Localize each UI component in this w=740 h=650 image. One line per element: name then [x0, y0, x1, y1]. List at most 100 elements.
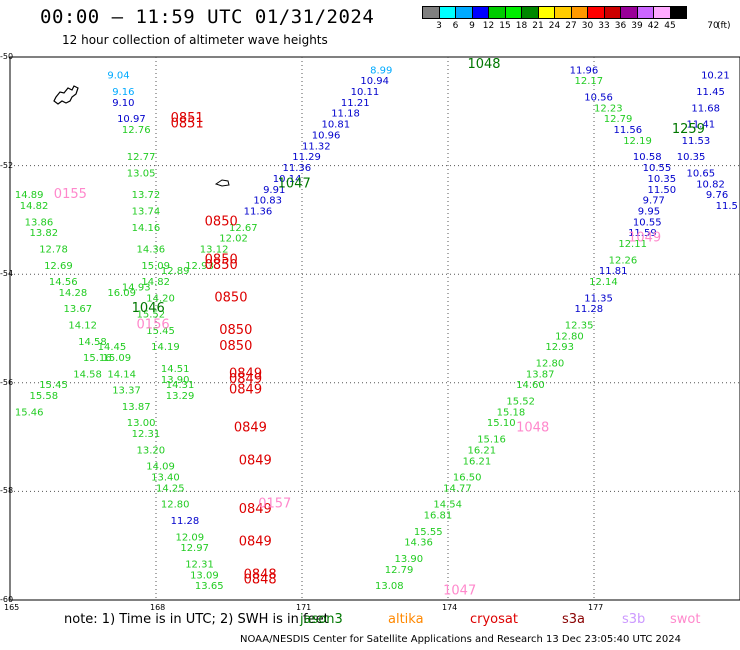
wave-height-label: 13.29 — [166, 391, 195, 402]
pass-time-label: 0850 — [205, 252, 238, 267]
wave-height-label: 15.45 — [39, 380, 68, 391]
longitude-tick-label: 165 — [4, 603, 20, 612]
legend-item-swot: swot — [670, 612, 701, 627]
colorbar-label: 24 — [548, 21, 561, 31]
wave-height-label: 11.81 — [599, 266, 628, 277]
islands — [53, 85, 230, 187]
wave-height-label: 14.60 — [516, 380, 545, 391]
latitude-tick-label: -54 — [0, 269, 14, 279]
wave-height-label: 12.93 — [545, 342, 574, 353]
wave-height-label: 14.36 — [137, 244, 166, 255]
pass-time-label: 0849 — [239, 535, 272, 550]
pass-time-label: 1047 — [278, 176, 311, 191]
wave-height-label: 10.11 — [351, 87, 380, 98]
wave-height-label: 13.82 — [29, 228, 58, 239]
wave-height-label: 11.96 — [570, 65, 599, 76]
wave-height-label: 14.36 — [404, 538, 433, 549]
wave-height-label: 12.31 — [132, 429, 161, 440]
wave-height-label: 12.80 — [536, 359, 565, 370]
pass-time-label: 0849 — [229, 366, 262, 381]
wave-height-label: 12.93 — [185, 261, 214, 272]
wave-height-label: 12.14 — [589, 277, 618, 288]
wave-height-label: 15.58 — [29, 391, 58, 402]
wave-height-label: 10.97 — [117, 114, 146, 125]
wave-height-label: 12.97 — [180, 543, 209, 554]
pass-time-label: 1046 — [132, 301, 165, 316]
wave-height-label: 14.19 — [151, 342, 180, 353]
gridlines — [10, 57, 740, 600]
wave-height-label: 15.45 — [146, 326, 175, 337]
wave-height-label: 13.67 — [64, 304, 93, 315]
wave-height-label: 11.21 — [341, 98, 370, 109]
wave-height-label: 10.56 — [584, 92, 613, 103]
page-subtitle: 12 hour collection of altimeter wave hei… — [62, 33, 328, 47]
colorbar-label: 70 — [707, 21, 719, 31]
wave-height-label: 16.81 — [424, 511, 453, 522]
wave-height-label: 16.09 — [107, 288, 136, 299]
wave-height-label: 14.93 — [122, 282, 151, 293]
wave-height-label: 15.09 — [102, 353, 131, 364]
colorbar-labels: 3 6 9 12 15 18 21 24 27 30 33 36 39 42 45 70 — [422, 21, 738, 35]
wave-height-label: 14.82 — [20, 201, 49, 212]
pass-time-label: 0850 — [205, 258, 238, 273]
wave-height-label: 13.12 — [200, 244, 229, 255]
wave-height-label: 14.89 — [15, 190, 44, 201]
pass-time-label: 0155 — [54, 187, 87, 202]
legend-item-altika: altika — [388, 612, 424, 627]
wave-height-label: 14.45 — [98, 342, 127, 353]
pass-time-label: 0850 — [219, 323, 252, 338]
latitude-tick-label: -60 — [0, 595, 14, 604]
wave-height-label: 15.52 — [506, 397, 535, 408]
wave-height-label: 10.35 — [677, 152, 706, 163]
wave-height-label: 15.16 — [83, 353, 112, 364]
colorbar-label: 30 — [581, 21, 594, 31]
wave-height-label: 14.12 — [68, 321, 97, 332]
wave-height-label: 9.04 — [107, 71, 129, 82]
legend-item-jason3: jason3 — [300, 612, 343, 627]
wave-height-label: 15.09 — [141, 261, 170, 272]
page-title: 00:00 — 11:59 UTC 01/31/2024 — [40, 6, 375, 28]
wave-height-label: 12.78 — [39, 244, 68, 255]
wave-height-label: 12.17 — [575, 76, 604, 87]
wave-height-label: 14.16 — [132, 223, 161, 234]
wave-height-label: 9.77 — [643, 196, 665, 207]
wave-height-label: 10.58 — [633, 152, 662, 163]
wave-height-label: 9.76 — [706, 190, 728, 201]
wave-height-label: 13.00 — [127, 418, 156, 429]
colorbar-label: 15 — [499, 21, 511, 31]
colorbar-label: 36 — [614, 21, 627, 31]
wave-height-label: 14.56 — [49, 277, 78, 288]
wave-height-label: 16.21 — [467, 445, 496, 456]
wave-height-label: 14.51 — [161, 364, 190, 375]
wave-height-label: 11.28 — [171, 516, 200, 527]
wave-height-label: 16.21 — [463, 456, 492, 467]
wave-height-label: 14.58 — [78, 337, 107, 348]
campbell-island-shape — [214, 179, 230, 187]
wave-height-label: 15.46 — [15, 407, 44, 418]
wave-height-label: 11.36 — [244, 206, 273, 217]
wave-height-label: 15.55 — [414, 527, 443, 538]
wave-height-label: 13.87 — [526, 369, 555, 380]
wave-height-label: 10.55 — [643, 163, 672, 174]
latitude-tick-label: -58 — [0, 486, 14, 496]
wave-height-label: 15.52 — [137, 310, 166, 321]
wave-height-label: 10.82 — [696, 179, 725, 190]
wave-height-label: 13.37 — [112, 386, 141, 397]
wave-height-label: 13.05 — [127, 168, 156, 179]
wave-height-label: 14.20 — [146, 293, 175, 304]
wave-height-label: 13.86 — [25, 217, 54, 228]
wave-height-label: 10.35 — [648, 174, 677, 185]
pass-time-labels: 1048104710461259085108510850085008500850… — [54, 57, 705, 599]
wave-height-label: 14.58 — [73, 369, 102, 380]
pass-time-label: 0849 — [229, 383, 262, 398]
legend-item-s3b: s3b — [622, 612, 646, 627]
wave-height-label: 11.28 — [575, 304, 604, 315]
wave-height-label: 11.32 — [302, 141, 331, 152]
wave-height-label: 10.21 — [701, 71, 730, 82]
wave-height-label: 14.31 — [166, 380, 195, 391]
wave-height-label: 12.69 — [44, 261, 73, 272]
wave-height-label: 12.02 — [219, 234, 248, 245]
wave-height-label: 10.83 — [253, 196, 282, 207]
wave-height-label: 10.96 — [312, 130, 341, 141]
